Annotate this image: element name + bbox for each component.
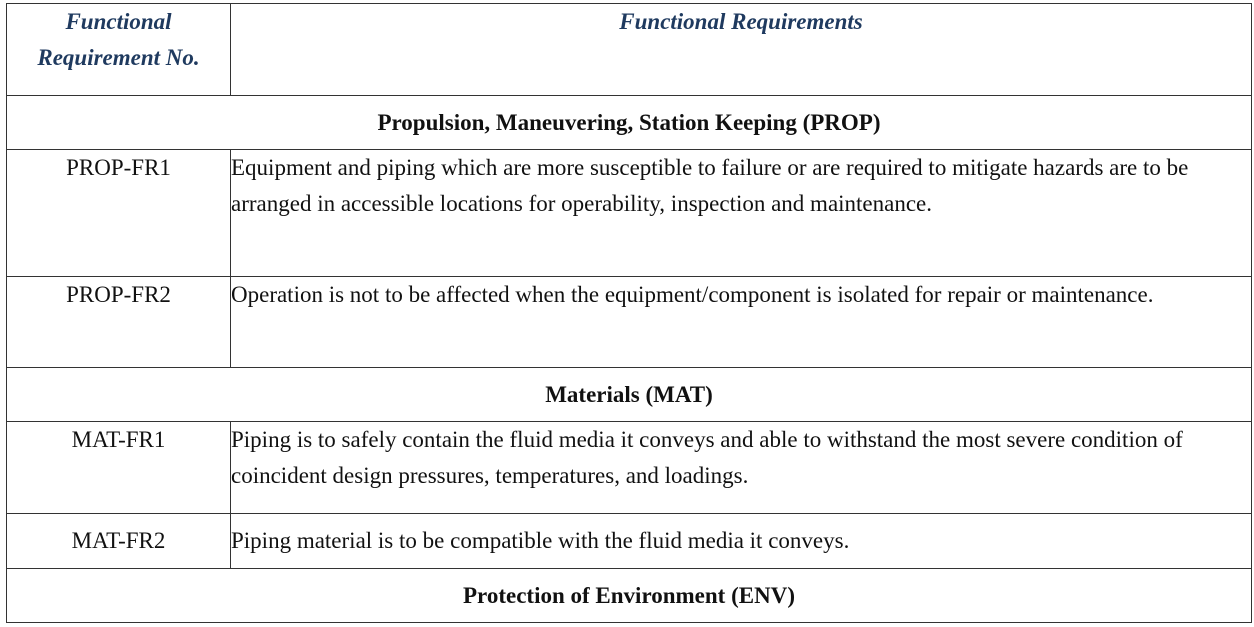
section-title-env: Protection of Environment (ENV) — [6, 568, 1252, 623]
requirement-text: Operation is not to be affected when the… — [230, 276, 1252, 368]
header-requirement-no: Functional Requirement No. — [6, 3, 231, 96]
requirement-text: Piping material is to be compatible with… — [230, 513, 1252, 569]
header-requirements: Functional Requirements — [230, 3, 1252, 96]
section-title-prop: Propulsion, Maneuvering, Station Keeping… — [6, 95, 1252, 150]
requirement-code: MAT-FR1 — [6, 421, 231, 514]
requirement-text: Piping is to safely contain the fluid me… — [230, 421, 1252, 514]
functional-requirements-table: Functional Requirement No. Functional Re… — [6, 3, 1252, 623]
header-requirement-no-label: Functional Requirement No. — [37, 9, 200, 70]
requirement-code: MAT-FR2 — [6, 513, 231, 569]
table-row: MAT-FR1 Piping is to safely contain the … — [6, 421, 1252, 514]
section-row-prop: Propulsion, Maneuvering, Station Keeping… — [6, 95, 1252, 150]
table-header-row: Functional Requirement No. Functional Re… — [6, 3, 1252, 96]
section-row-mat: Materials (MAT) — [6, 367, 1252, 422]
requirement-text: Equipment and piping which are more susc… — [230, 149, 1252, 277]
table-row: PROP-FR2 Operation is not to be affected… — [6, 276, 1252, 368]
table-row: PROP-FR1 Equipment and piping which are … — [6, 149, 1252, 277]
requirement-code: PROP-FR1 — [6, 149, 231, 277]
header-requirements-label: Functional Requirements — [619, 9, 863, 34]
requirement-code: PROP-FR2 — [6, 276, 231, 368]
section-title-mat: Materials (MAT) — [6, 367, 1252, 422]
section-row-env: Protection of Environment (ENV) — [6, 568, 1252, 623]
table-row: MAT-FR2 Piping material is to be compati… — [6, 513, 1252, 569]
